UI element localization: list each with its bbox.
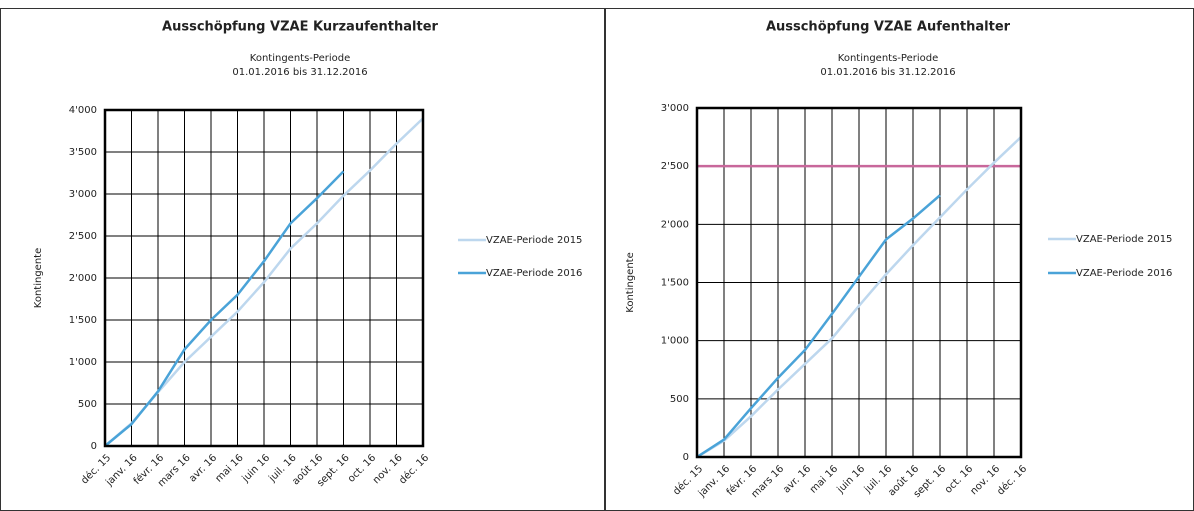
y-tick-label: 2'000 xyxy=(661,219,689,230)
x-tick-label: juin 16 xyxy=(835,463,868,496)
x-tick-label: déc. 16 xyxy=(995,463,1030,498)
y-tick-label: 0 xyxy=(683,452,689,463)
chart-subtitle: Kontingents-Periode xyxy=(838,53,938,64)
chart-subtitle: Kontingents-Periode xyxy=(250,53,350,64)
chart-subtitle: 01.01.2016 bis 31.12.2016 xyxy=(232,67,367,78)
chart-title: Ausschöpfung VZAE Aufenthalter xyxy=(766,20,1011,35)
y-tick-label: 2'000 xyxy=(69,273,97,284)
legend-label: VZAE-Periode 2015 xyxy=(486,235,582,246)
x-tick-label: mai 16 xyxy=(808,463,840,495)
legend-label: VZAE-Periode 2016 xyxy=(1076,268,1172,279)
y-axis-title: Kontingente xyxy=(33,248,44,308)
legend-label: VZAE-Periode 2015 xyxy=(1076,234,1172,245)
legend-label: VZAE-Periode 2016 xyxy=(486,268,582,279)
x-tick-label: avr. 16 xyxy=(781,463,813,495)
series-line xyxy=(104,170,345,447)
y-tick-label: 1'500 xyxy=(69,315,97,326)
x-tick-label: avr. 16 xyxy=(187,452,219,484)
series-line xyxy=(696,136,1022,459)
chart-subtitle: 01.01.2016 bis 31.12.2016 xyxy=(820,67,955,78)
y-tick-label: 500 xyxy=(670,394,689,405)
y-tick-label: 500 xyxy=(78,399,97,410)
panel-border xyxy=(0,8,605,511)
y-tick-label: 3'000 xyxy=(661,103,689,114)
y-tick-label: 1'000 xyxy=(661,336,689,347)
y-tick-label: 1'000 xyxy=(69,357,97,368)
y-tick-label: 2'500 xyxy=(661,161,689,172)
y-tick-label: 1'500 xyxy=(661,278,689,289)
y-tick-label: 3'000 xyxy=(69,189,97,200)
y-tick-label: 3'500 xyxy=(69,147,97,158)
plot-border xyxy=(103,108,425,448)
x-tick-label: juin 16 xyxy=(240,452,273,485)
series-line xyxy=(696,194,941,459)
x-tick-label: mai 16 xyxy=(214,452,246,484)
y-axis-title: Kontingente xyxy=(625,252,636,312)
y-tick-label: 4'000 xyxy=(69,105,97,116)
plot-border xyxy=(695,106,1023,459)
x-tick-label: déc. 16 xyxy=(397,452,432,487)
chart-title: Ausschöpfung VZAE Kurzaufenthalter xyxy=(162,20,439,35)
y-tick-label: 0 xyxy=(91,441,97,452)
y-tick-label: 2'500 xyxy=(69,231,97,242)
